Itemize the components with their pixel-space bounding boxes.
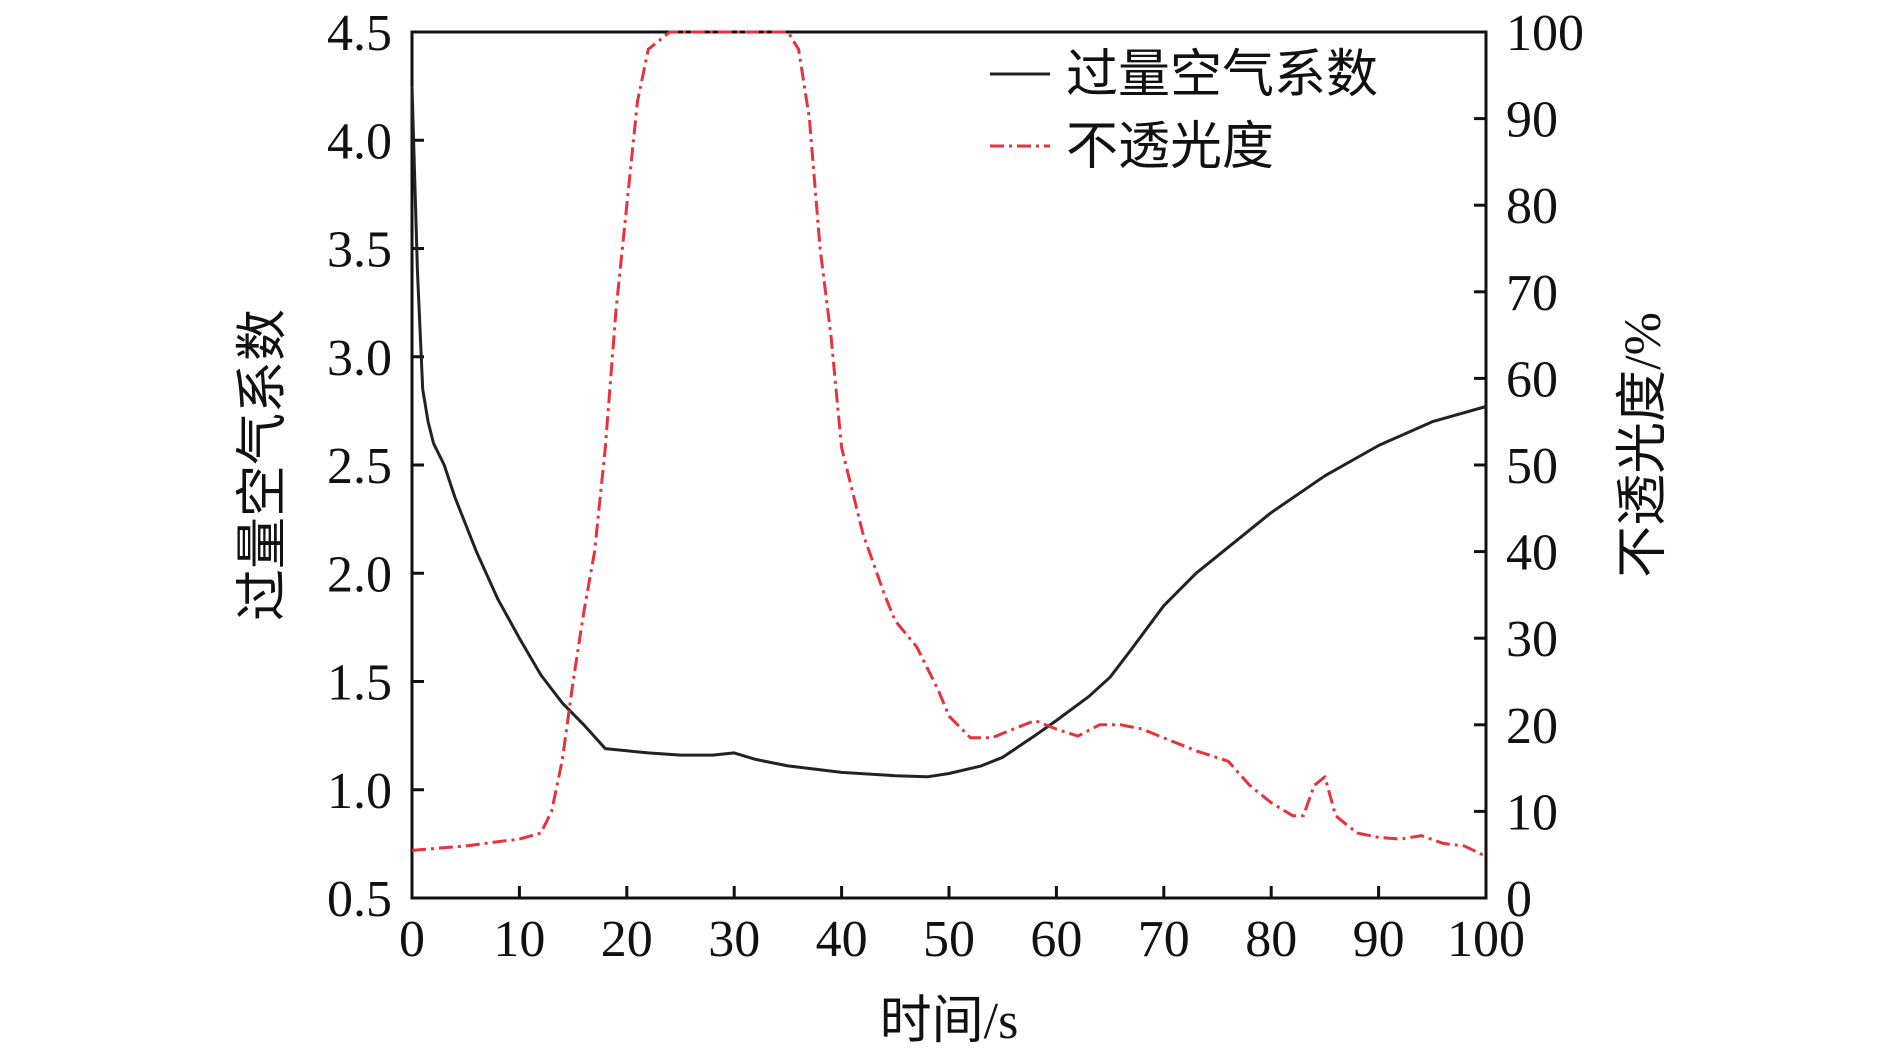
x-axis-ticks: 0 10 20 30 40 50 60 70 80 90 100 — [399, 886, 1525, 968]
right-y-tick-label: 0 — [1506, 871, 1532, 928]
legend-label-excess-air: 过量空气系数 — [1066, 47, 1378, 104]
x-tick-label: 40 — [816, 911, 868, 968]
left-y-tick-label: 4.5 — [327, 5, 392, 62]
plot-frame — [410, 30, 1488, 900]
left-y-tick-label: 2.5 — [327, 438, 392, 495]
right-y-tick-label: 90 — [1506, 92, 1558, 149]
right-y-tick-label: 40 — [1506, 525, 1558, 582]
x-tick-label: 50 — [923, 911, 975, 968]
x-tick-label: 0 — [399, 911, 425, 968]
series-layer — [410, 30, 1487, 858]
x-tick-label: 60 — [1030, 911, 1082, 968]
x-axis-label: 时间/s — [880, 993, 1019, 1050]
left-y-tick-label: 1.0 — [327, 763, 392, 820]
right-y-tick-label: 80 — [1506, 178, 1558, 235]
right-y-tick-label: 30 — [1506, 611, 1558, 668]
x-tick-label: 90 — [1353, 911, 1405, 968]
right-y-tick-label: 70 — [1506, 265, 1558, 322]
left-y-tick-label: 2.0 — [327, 546, 392, 603]
left-y-tick-label: 3.0 — [327, 330, 392, 387]
left-y-tick-label: 1.5 — [327, 655, 392, 712]
right-y-tick-label: 50 — [1506, 438, 1558, 495]
right-y-tick-label: 100 — [1506, 5, 1584, 62]
x-tick-label: 70 — [1138, 911, 1190, 968]
x-tick-label: 30 — [708, 911, 760, 968]
left-y-axis-label: 过量空气系数 — [235, 309, 292, 621]
legend: 过量空气系数 不透光度 — [990, 47, 1378, 176]
right-y-axis-label: 不透光度/% — [1615, 312, 1672, 578]
right-y-tick-label: 60 — [1506, 351, 1558, 408]
left-y-tick-label: 0.5 — [327, 871, 392, 928]
right-y-axis-ticks: 0 10 20 30 40 50 60 70 80 90 100 — [1474, 5, 1584, 928]
left-y-tick-label: 3.5 — [327, 222, 392, 279]
left-y-axis-ticks: 0.5 1.0 1.5 2.0 2.5 3.0 3.5 4.0 4.5 — [327, 5, 424, 928]
x-tick-label: 100 — [1447, 911, 1525, 968]
right-y-tick-label: 10 — [1506, 784, 1558, 841]
series-line-excess-air — [410, 86, 1487, 779]
series-line-opacity — [411, 30, 1487, 858]
x-tick-label: 80 — [1245, 911, 1297, 968]
right-y-tick-label: 20 — [1506, 698, 1558, 755]
legend-label-opacity: 不透光度 — [1066, 119, 1274, 176]
left-y-tick-label: 4.0 — [327, 113, 392, 170]
x-tick-label: 10 — [493, 911, 545, 968]
x-tick-label: 20 — [601, 911, 653, 968]
